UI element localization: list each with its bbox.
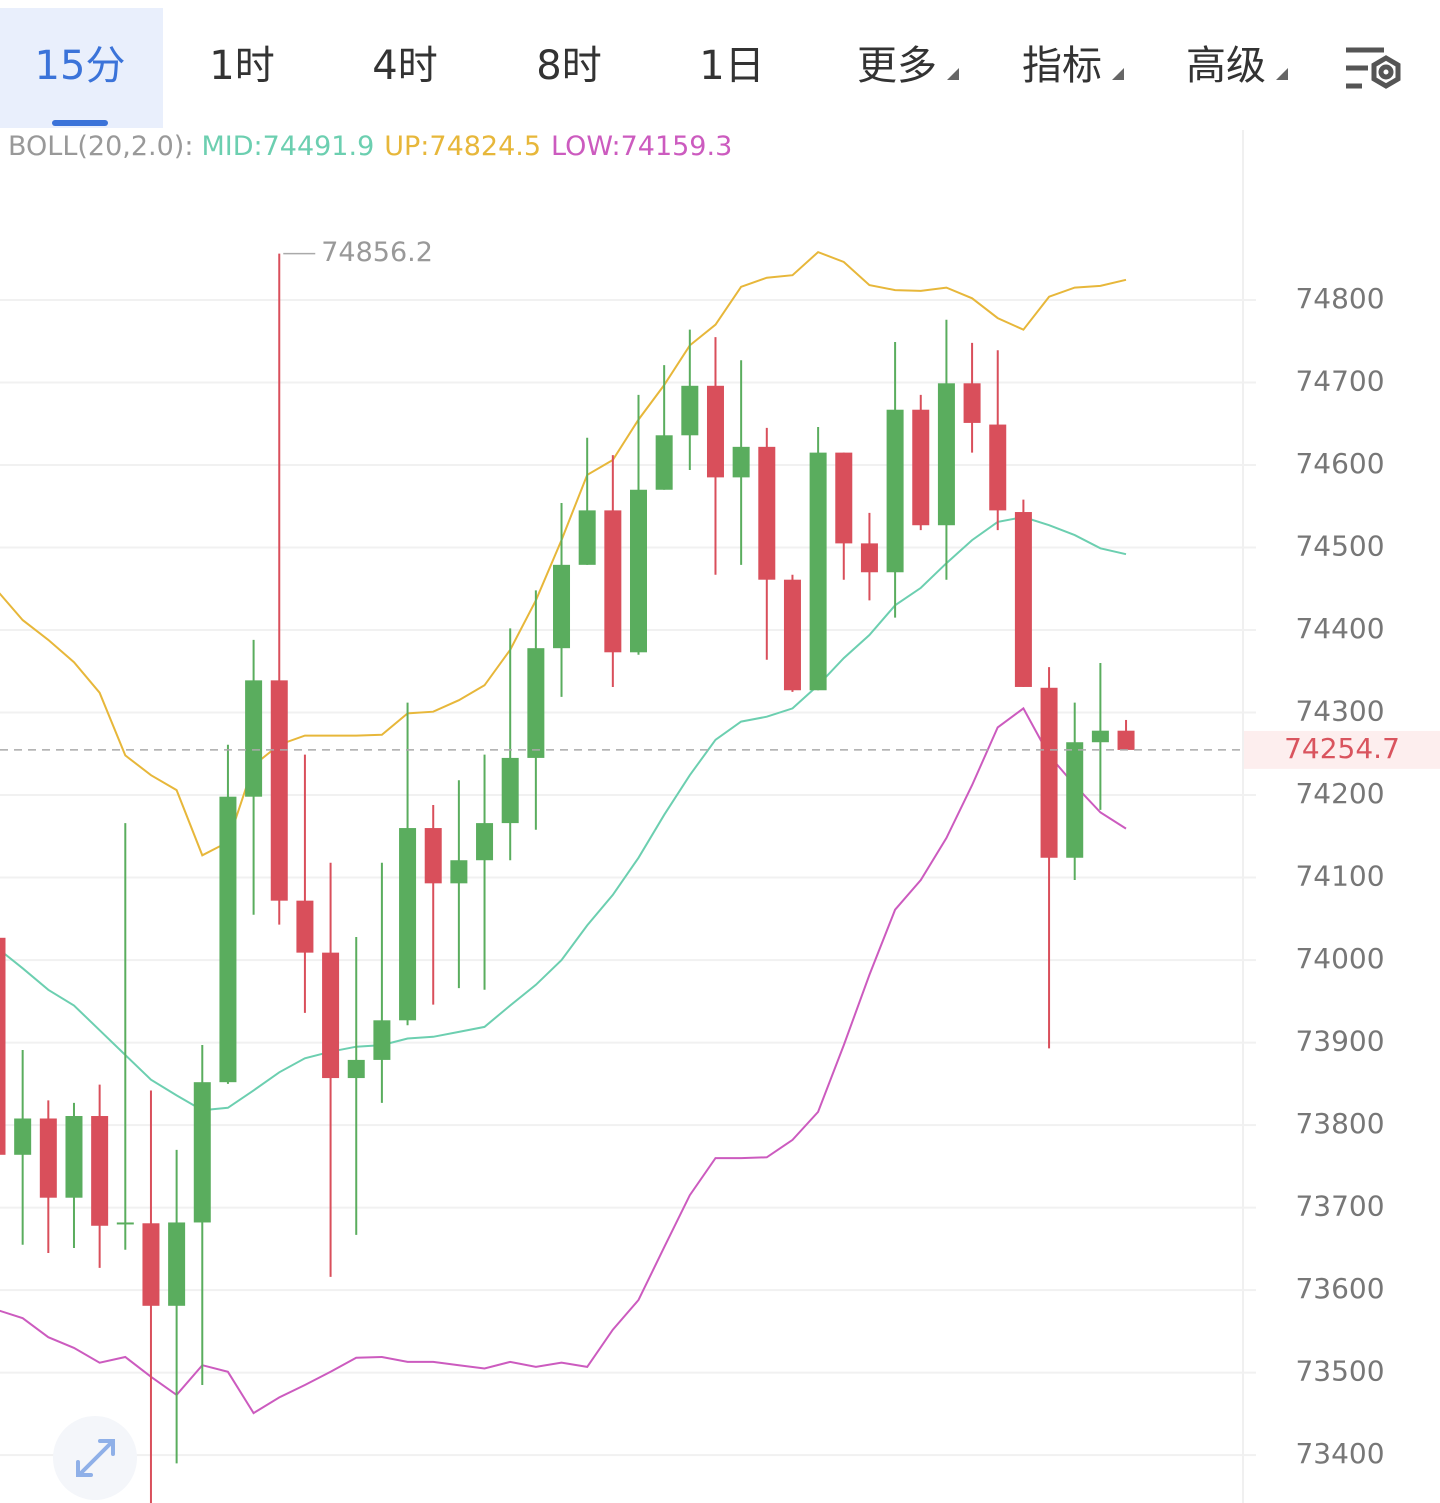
y-tick-label: 73800 (1295, 1107, 1384, 1140)
dropdown-caret (947, 68, 959, 80)
candle-body (424, 828, 442, 884)
legend-value: 74159.3 (621, 131, 733, 162)
candle-body (1117, 730, 1135, 750)
boll-line (0, 515, 1127, 1112)
candle-body (553, 564, 571, 649)
candle-body (860, 543, 878, 573)
y-tick-label: 74300 (1295, 695, 1384, 728)
candle-body (886, 409, 904, 573)
legend-value: 74824.5 (429, 131, 541, 162)
candle-body (0, 937, 6, 1155)
candle-body (527, 648, 545, 758)
candle-body (912, 409, 930, 526)
candle-body (783, 579, 801, 691)
active-tab-indicator (52, 120, 108, 126)
candle-body (347, 1059, 365, 1079)
timeframe-tabs: 15分 1时 4时 8时 1日 更多 指标 高级 (35, 43, 1288, 89)
candle-body (142, 1223, 160, 1306)
candle-body (14, 1118, 32, 1155)
candle-body (732, 446, 750, 478)
high-marker-label: 74856.2 (321, 237, 433, 268)
expand-button[interactable] (53, 1416, 137, 1500)
candle-body (1014, 512, 1032, 687)
tab[interactable]: 8时 (536, 43, 601, 89)
candle-body (219, 796, 237, 1083)
candle-body (630, 489, 647, 653)
candle-body (1091, 730, 1109, 743)
candle-body (681, 385, 699, 436)
tab[interactable]: 高级 (1186, 43, 1266, 89)
candle-body (296, 900, 314, 953)
y-tick-label: 74600 (1295, 447, 1384, 480)
y-tick-label: 74100 (1295, 860, 1384, 893)
y-tick-label: 74000 (1295, 942, 1384, 975)
y-tick-label: 73600 (1295, 1272, 1384, 1305)
candle-body (578, 510, 596, 565)
candle-body (1040, 687, 1058, 858)
candle-body (989, 424, 1007, 511)
y-tick-label: 74400 (1295, 612, 1384, 645)
last-price-box (1244, 730, 1440, 769)
candle-body (373, 1020, 391, 1060)
legend-name: UP: (384, 131, 429, 162)
candle-body (835, 452, 853, 544)
candle-body (399, 828, 417, 1021)
candle-body (91, 1116, 109, 1226)
candle-body (322, 952, 340, 1079)
tab[interactable]: 4时 (372, 43, 437, 89)
candle-body (1066, 742, 1084, 858)
candle-body (706, 385, 724, 478)
candle-body (501, 757, 519, 824)
candle-body (604, 510, 622, 653)
candle-body (65, 1116, 83, 1198)
candle-body (116, 1222, 134, 1225)
candle-body (39, 1118, 57, 1198)
tab[interactable]: 更多 (857, 43, 937, 89)
y-tick-label: 73700 (1295, 1190, 1384, 1223)
boll-line (0, 706, 1127, 1415)
candle-body (476, 823, 494, 861)
candle-body (758, 446, 776, 580)
last-price-label: 74254.7 (1284, 732, 1400, 765)
y-tick-label: 73500 (1295, 1355, 1384, 1388)
dropdown-caret (1112, 68, 1124, 80)
y-tick-label: 74700 (1295, 364, 1384, 397)
active-tab-bg (0, 8, 163, 128)
y-tick-label: 73900 (1295, 1025, 1384, 1058)
candle-body (450, 860, 468, 884)
y-tick-label: 74500 (1295, 530, 1384, 563)
legend-name: MID: (201, 131, 262, 162)
candle-body (937, 383, 955, 526)
tab[interactable]: 1日 (699, 43, 764, 89)
y-tick-label: 74200 (1295, 777, 1384, 810)
indicator-name: BOLL(20,2.0): (8, 131, 193, 162)
dropdown-caret (1276, 68, 1288, 80)
candle-body (655, 435, 673, 490)
candle-body (809, 452, 827, 691)
candle-body (245, 680, 263, 797)
legend-name: LOW: (551, 131, 621, 162)
indicator-legend: BOLL(20,2.0): MID:74491.9 UP:74824.5 LOW:74… (8, 131, 732, 162)
tab[interactable]: 15分 (35, 43, 126, 89)
y-tick-label: 74800 (1295, 282, 1384, 315)
y-tick-label: 73400 (1295, 1437, 1384, 1470)
tab[interactable]: 指标 (1022, 43, 1102, 89)
candle-body (193, 1082, 211, 1223)
candle-body (168, 1222, 186, 1306)
legend-value: 74491.9 (263, 131, 375, 162)
settings-icon[interactable] (1346, 47, 1401, 89)
tab[interactable]: 1时 (209, 43, 274, 89)
candle-body (963, 383, 981, 423)
candle-body (270, 680, 288, 901)
